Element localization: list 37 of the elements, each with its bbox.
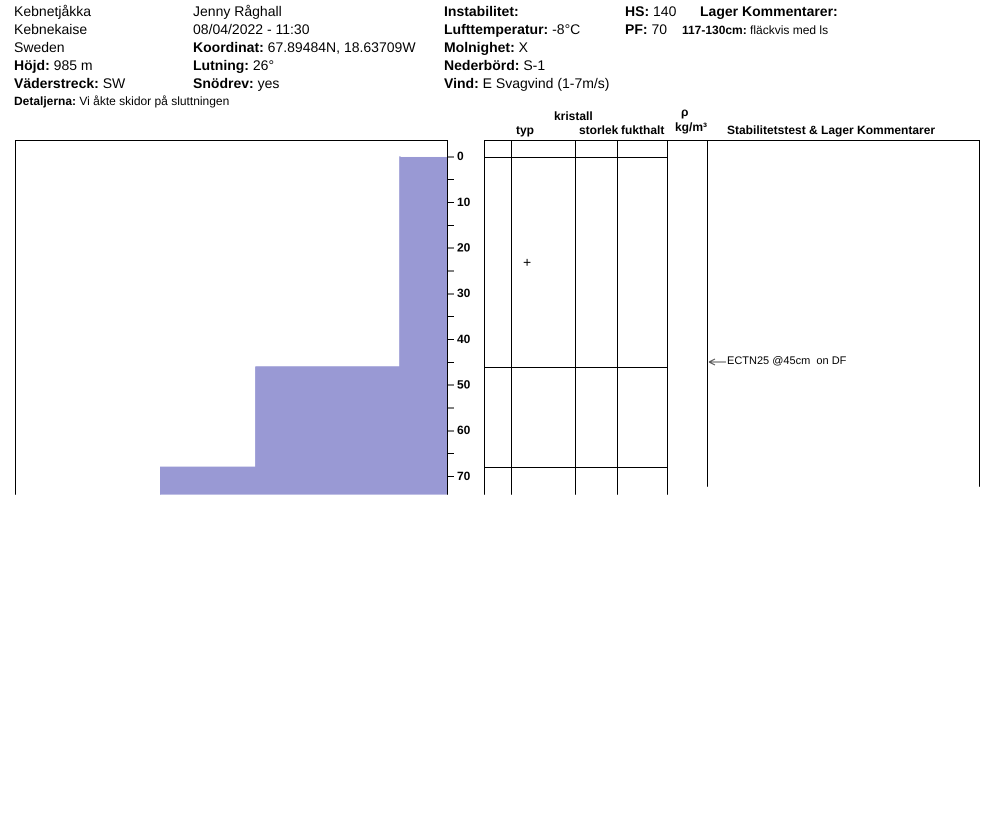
text: 117-130cm: fläckvis med ls <box>682 23 828 37</box>
text: HS: 140 <box>625 3 676 19</box>
text: Stabilitetstest & Lager Kommentarer <box>727 123 936 137</box>
text: fukthalt <box>621 123 664 137</box>
text: Lager Kommentarer: <box>700 3 838 19</box>
y-tick-label: 60 <box>457 423 471 438</box>
text: Koordinat: 67.89484N, 18.63709W <box>193 39 416 55</box>
y-tick-label: 20 <box>457 240 471 255</box>
text: Kebnekaise <box>14 21 88 37</box>
y-tick-label: 70 <box>457 468 471 483</box>
text: Snödrev: yes <box>193 75 280 91</box>
text: typ <box>516 123 534 137</box>
text: ECTN25 @45cm on DF <box>727 355 846 367</box>
text: kg/m³ <box>675 120 708 134</box>
y-tick-label: 40 <box>457 332 471 346</box>
text: Nederbörd: S-1 <box>444 57 546 73</box>
text: Höjd: 985 m <box>14 57 93 73</box>
text: Vind: E Svagvind (1-7m/s) <box>444 75 610 91</box>
text: 08/04/2022 - 11:30 <box>193 21 310 37</box>
text: + <box>523 254 532 270</box>
text: Jenny Råghall <box>193 3 282 19</box>
text: Instabilitet: <box>444 3 519 19</box>
text: Väderstreck: SW <box>14 75 126 91</box>
y-tick-label: 50 <box>457 378 471 392</box>
y-tick-label: 10 <box>457 194 471 209</box>
text: Sweden <box>14 39 65 55</box>
text: Detaljerna: Vi åkte skidor på sluttningen <box>14 94 230 108</box>
text: ρ <box>681 105 688 119</box>
y-tick-label: 0 <box>457 149 464 164</box>
y-tick-label: 30 <box>457 286 471 300</box>
text: Molnighet: X <box>444 39 528 55</box>
text: kristall <box>554 109 593 123</box>
text: PF: 70 <box>625 21 668 37</box>
text: Lufttemperatur: -8°C <box>444 21 580 37</box>
text: storlek <box>579 123 618 137</box>
text: Lutning: 26° <box>193 57 274 73</box>
text: Kebnetjåkka <box>14 3 92 19</box>
